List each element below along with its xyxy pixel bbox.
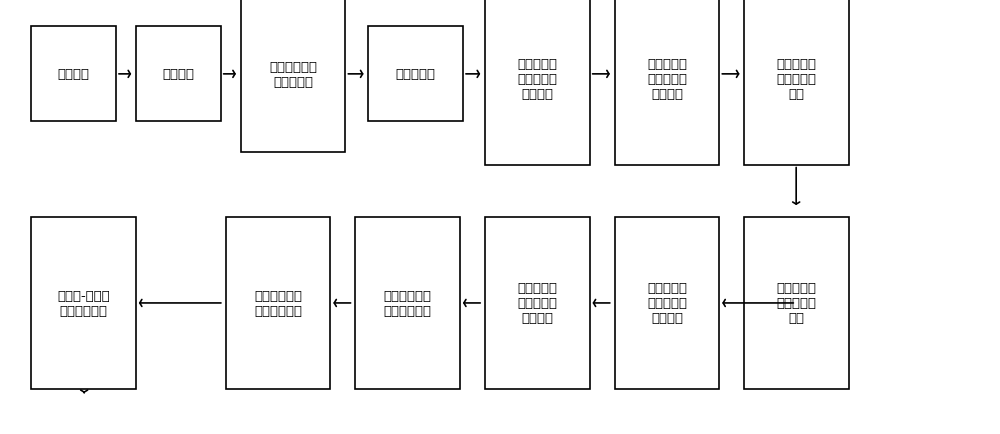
FancyBboxPatch shape xyxy=(615,217,719,389)
FancyBboxPatch shape xyxy=(136,27,221,122)
Text: 开启热源、
钛丝用送丝
组件: 开启热源、 钛丝用送丝 组件 xyxy=(777,58,817,100)
Text: 开启热源、
过渡材料用
送丝组件: 开启热源、 过渡材料用 送丝组件 xyxy=(647,282,687,325)
FancyBboxPatch shape xyxy=(355,217,460,389)
FancyBboxPatch shape xyxy=(31,27,116,122)
FancyBboxPatch shape xyxy=(615,0,719,165)
FancyBboxPatch shape xyxy=(744,0,849,165)
Text: 关闭热源、
过渡材料用
送丝组件: 关闭热源、 过渡材料用 送丝组件 xyxy=(517,282,557,325)
FancyBboxPatch shape xyxy=(31,217,136,389)
Text: 关闭热源、
过渡材料用
送丝组件: 关闭热源、 过渡材料用 送丝组件 xyxy=(647,58,687,100)
Text: 三维建模: 三维建模 xyxy=(58,68,90,81)
FancyBboxPatch shape xyxy=(744,217,849,389)
FancyBboxPatch shape xyxy=(241,0,345,152)
Text: 运动指令和打
印参数输入: 运动指令和打 印参数输入 xyxy=(269,61,317,89)
FancyBboxPatch shape xyxy=(485,0,590,165)
FancyBboxPatch shape xyxy=(368,27,463,122)
Text: 开启热源、钢
丝用送丝组件: 开启热源、钢 丝用送丝组件 xyxy=(384,289,432,317)
Text: 关闭热源、钢
丝用送丝组件: 关闭热源、钢 丝用送丝组件 xyxy=(254,289,302,317)
FancyBboxPatch shape xyxy=(485,217,590,389)
Text: 开启热源、
过渡材料用
送丝组件: 开启热源、 过渡材料用 送丝组件 xyxy=(517,58,557,100)
FancyBboxPatch shape xyxy=(226,217,330,389)
Text: 关闭热源、
钛丝用送丝
组件: 关闭热源、 钛丝用送丝 组件 xyxy=(777,282,817,325)
Text: 完成钢-钛多层
复合材料成型: 完成钢-钛多层 复合材料成型 xyxy=(57,289,110,317)
Text: 钢基板固定: 钢基板固定 xyxy=(396,68,436,81)
Text: 分层切片: 分层切片 xyxy=(162,68,194,81)
